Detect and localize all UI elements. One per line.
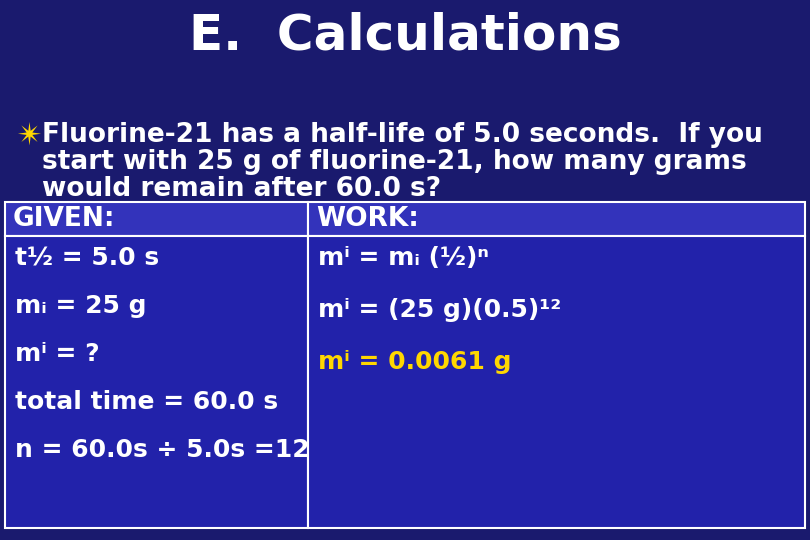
Text: n = 60.0s ÷ 5.0s =12: n = 60.0s ÷ 5.0s =12 bbox=[15, 438, 309, 462]
Text: mⁱ = 0.0061 g: mⁱ = 0.0061 g bbox=[318, 350, 511, 374]
Text: WORK:: WORK: bbox=[316, 206, 419, 232]
Text: Fluorine-21 has a half-life of 5.0 seconds.  If you: Fluorine-21 has a half-life of 5.0 secon… bbox=[42, 122, 763, 148]
Text: t½ = 5.0 s: t½ = 5.0 s bbox=[15, 246, 159, 270]
Text: mᵢ = 25 g: mᵢ = 25 g bbox=[15, 294, 147, 318]
Text: start with 25 g of fluorine-21, how many grams: start with 25 g of fluorine-21, how many… bbox=[42, 149, 747, 175]
Text: mⁱ = mᵢ (½)ⁿ: mⁱ = mᵢ (½)ⁿ bbox=[318, 246, 489, 270]
FancyBboxPatch shape bbox=[308, 202, 805, 236]
FancyBboxPatch shape bbox=[308, 236, 805, 528]
Text: E.  Calculations: E. Calculations bbox=[189, 11, 621, 59]
Text: would remain after 60.0 s?: would remain after 60.0 s? bbox=[42, 176, 441, 202]
Text: mⁱ = ?: mⁱ = ? bbox=[15, 342, 100, 366]
Text: mⁱ = (25 g)(0.5)¹²: mⁱ = (25 g)(0.5)¹² bbox=[318, 298, 561, 322]
Text: ✴: ✴ bbox=[16, 122, 41, 151]
Text: GIVEN:: GIVEN: bbox=[13, 206, 116, 232]
Text: total time = 60.0 s: total time = 60.0 s bbox=[15, 390, 278, 414]
FancyBboxPatch shape bbox=[5, 202, 308, 236]
FancyBboxPatch shape bbox=[5, 236, 308, 528]
